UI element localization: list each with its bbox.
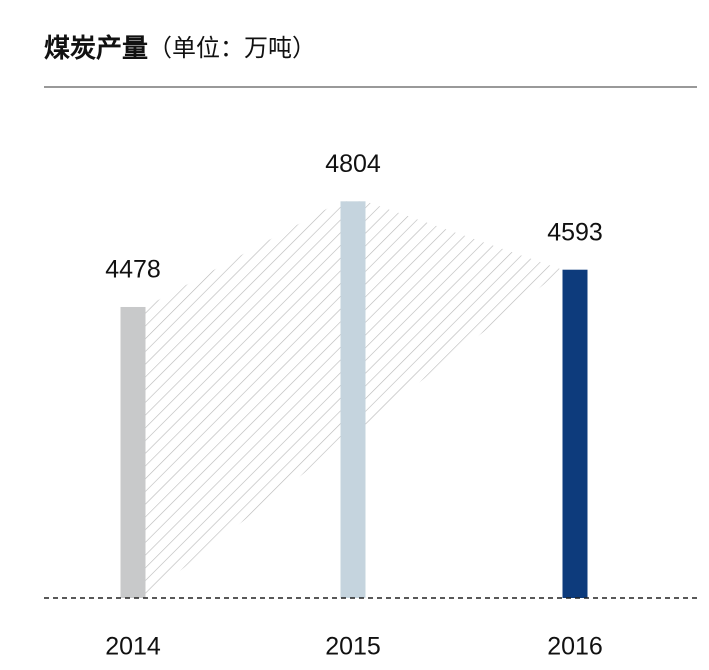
x-tick-label: 2016 [547, 633, 603, 661]
value-label: 4478 [105, 256, 161, 284]
chart-title: 煤炭产量 [44, 33, 148, 63]
value-label: 4593 [547, 218, 603, 246]
x-tick-label: 2014 [105, 633, 161, 661]
bar [120, 306, 146, 598]
chart-title-group: 煤炭产量（单位：万吨） [44, 33, 316, 63]
bar [562, 269, 588, 598]
bar [340, 201, 366, 599]
x-tick-label: 2015 [325, 633, 381, 661]
value-label: 4804 [325, 150, 381, 178]
chart-subtitle: （单位：万吨） [148, 35, 316, 62]
